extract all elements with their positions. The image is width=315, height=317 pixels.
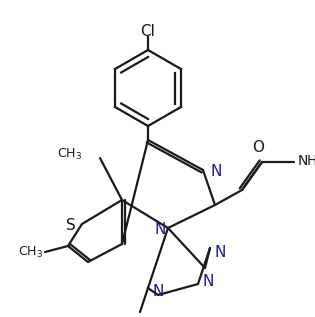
- Text: N: N: [211, 165, 222, 179]
- Text: N: N: [215, 245, 226, 260]
- Text: CH$_3$: CH$_3$: [128, 316, 152, 317]
- Text: N: N: [152, 284, 164, 299]
- Text: N: N: [155, 223, 166, 237]
- Text: CH$_3$: CH$_3$: [57, 146, 82, 162]
- Text: S: S: [66, 218, 76, 234]
- Text: N: N: [203, 275, 215, 289]
- Text: NH$_2$: NH$_2$: [297, 154, 315, 170]
- Text: O: O: [252, 140, 264, 156]
- Text: CH$_3$: CH$_3$: [18, 244, 43, 260]
- Text: Cl: Cl: [140, 24, 155, 40]
